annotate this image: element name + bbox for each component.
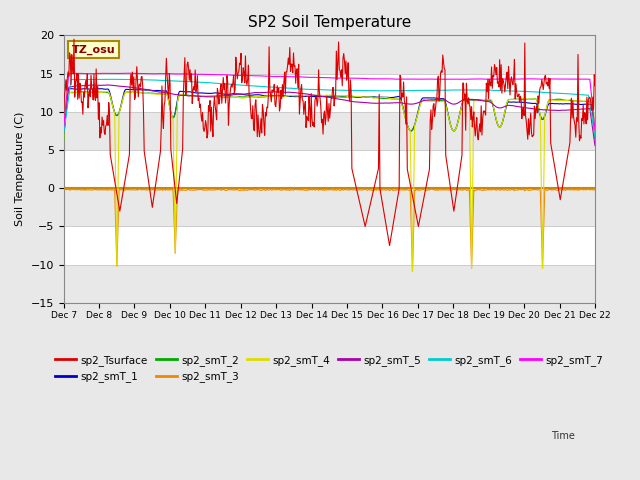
sp2_smT_7	[69, 71, 77, 76]
sp2_smT_5	[207, 93, 214, 99]
sp2_smT_3	[577, 186, 585, 192]
sp2_Tsurface	[69, 71, 77, 77]
sp2_smT_1	[207, 90, 214, 96]
sp2_smT_4	[60, 137, 67, 143]
sp2_smT_7	[60, 124, 67, 130]
sp2_smT_3	[410, 215, 418, 220]
sp2_smT_7	[591, 127, 599, 133]
sp2_smT_3	[124, 187, 132, 192]
Bar	[63, 73, 595, 112]
sp2_smT_6	[125, 77, 132, 83]
sp2_smT_2	[179, 92, 186, 98]
sp2_smT_3	[394, 187, 401, 192]
sp2_smT_7	[395, 76, 403, 82]
Bar	[63, 112, 595, 150]
Bar	[63, 188, 595, 227]
Line: sp2_Tsurface: sp2_Tsurface	[63, 39, 595, 246]
sp2_Tsurface	[125, 156, 132, 162]
sp2_smT_2	[69, 89, 77, 95]
Bar	[63, 227, 595, 264]
Legend: sp2_Tsurface, sp2_smT_1, sp2_smT_2, sp2_smT_3, sp2_smT_4, sp2_smT_5, sp2_smT_6, : sp2_Tsurface, sp2_smT_1, sp2_smT_2, sp2_…	[51, 351, 607, 386]
sp2_smT_6	[100, 76, 108, 82]
sp2_smT_2	[591, 133, 599, 139]
sp2_smT_7	[179, 71, 186, 77]
Bar	[63, 264, 595, 303]
sp2_Tsurface	[70, 36, 78, 42]
sp2_Tsurface	[396, 186, 403, 192]
sp2_Tsurface	[60, 111, 67, 117]
sp2_smT_5	[60, 132, 67, 137]
Line: sp2_smT_5: sp2_smT_5	[63, 85, 595, 145]
sp2_Tsurface	[179, 146, 186, 152]
sp2_smT_6	[69, 77, 77, 83]
Line: sp2_smT_7: sp2_smT_7	[63, 73, 595, 130]
sp2_smT_4	[125, 89, 132, 95]
sp2_smT_5	[69, 84, 77, 89]
Text: TZ_osu: TZ_osu	[72, 45, 115, 55]
Text: Time: Time	[551, 431, 575, 441]
sp2_smT_1	[179, 89, 186, 95]
sp2_smT_1	[70, 86, 78, 92]
sp2_smT_4	[395, 96, 403, 102]
Line: sp2_smT_3: sp2_smT_3	[63, 189, 595, 272]
sp2_smT_4	[69, 90, 77, 96]
sp2_smT_7	[410, 76, 418, 82]
sp2_smT_5	[179, 93, 186, 98]
sp2_smT_3	[206, 187, 214, 193]
sp2_smT_1	[60, 136, 67, 142]
sp2_smT_6	[591, 134, 599, 140]
sp2_smT_4	[591, 131, 599, 137]
sp2_smT_4	[411, 122, 419, 128]
sp2_smT_3	[69, 186, 77, 192]
sp2_smT_1	[591, 135, 599, 141]
sp2_smT_5	[410, 101, 418, 107]
sp2_smT_6	[60, 131, 67, 137]
sp2_smT_2	[125, 89, 132, 95]
sp2_smT_6	[410, 88, 418, 94]
sp2_smT_2	[81, 89, 88, 95]
sp2_smT_5	[106, 82, 113, 88]
sp2_smT_2	[60, 138, 67, 144]
sp2_smT_3	[178, 186, 186, 192]
sp2_Tsurface	[386, 243, 394, 249]
sp2_smT_3	[60, 186, 67, 192]
sp2_smT_1	[410, 124, 418, 130]
Line: sp2_smT_2: sp2_smT_2	[63, 92, 595, 141]
sp2_smT_4	[207, 94, 214, 100]
sp2_smT_4	[102, 89, 110, 95]
sp2_smT_7	[125, 71, 133, 76]
Bar	[63, 36, 595, 73]
sp2_smT_5	[591, 143, 599, 148]
Line: sp2_smT_4: sp2_smT_4	[63, 92, 595, 272]
sp2_smT_6	[207, 80, 214, 85]
sp2_smT_6	[179, 78, 186, 84]
sp2_Tsurface	[207, 128, 214, 134]
sp2_smT_2	[207, 94, 214, 100]
Title: SP2 Soil Temperature: SP2 Soil Temperature	[248, 15, 411, 30]
sp2_smT_3	[408, 269, 416, 275]
sp2_smT_7	[207, 72, 214, 77]
sp2_smT_3	[591, 186, 599, 192]
Line: sp2_smT_1: sp2_smT_1	[63, 89, 595, 139]
sp2_smT_1	[63, 86, 71, 92]
sp2_Tsurface	[411, 204, 419, 210]
Y-axis label: Soil Temperature (C): Soil Temperature (C)	[15, 112, 25, 226]
sp2_Tsurface	[591, 83, 599, 89]
sp2_smT_1	[125, 86, 132, 92]
sp2_smT_4	[408, 269, 416, 275]
sp2_smT_1	[395, 94, 403, 99]
sp2_smT_2	[395, 96, 403, 102]
sp2_smT_4	[179, 92, 186, 97]
sp2_smT_2	[410, 124, 418, 130]
Bar	[63, 150, 595, 188]
sp2_smT_5	[395, 100, 403, 106]
sp2_smT_5	[125, 84, 132, 90]
sp2_smT_7	[124, 71, 132, 76]
Line: sp2_smT_6: sp2_smT_6	[63, 79, 595, 137]
sp2_smT_6	[395, 88, 403, 94]
